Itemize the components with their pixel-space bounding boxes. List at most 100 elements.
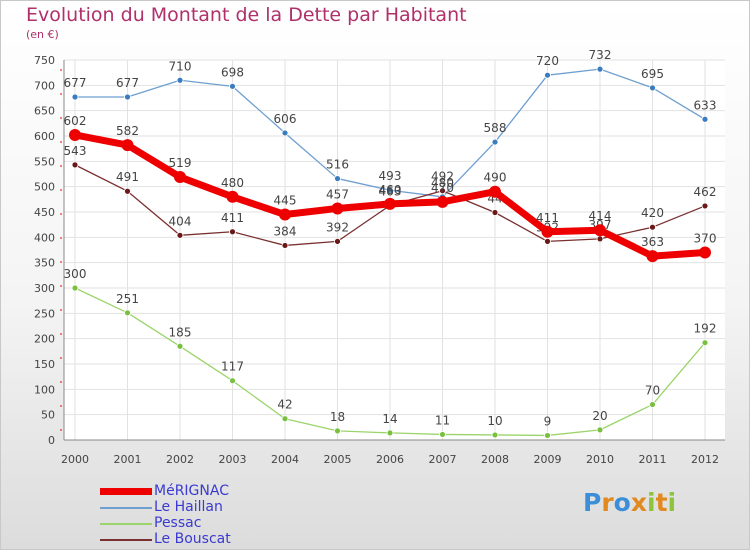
x-tick-label-2005: 2005 (324, 453, 352, 466)
legend-label-pessac: Pessac (154, 515, 202, 531)
x-tick-label-2012: 2012 (691, 453, 719, 466)
data-label-le-bouscat-2002: 404 (169, 214, 192, 228)
data-point-pessac-2007 (439, 431, 446, 438)
data-point-m-rignac-2005 (331, 202, 344, 215)
data-point-le-haillan-2000 (71, 93, 79, 101)
data-point-m-rignac-2000 (69, 128, 81, 141)
logo-letter: x (630, 488, 647, 517)
data-label-le-haillan-2012: 633 (694, 98, 717, 112)
data-point-m-rignac-2001 (121, 139, 134, 152)
data-label-pessac-2009: 9 (544, 414, 552, 428)
data-point-le-haillan-2010 (596, 65, 604, 73)
data-label-le-haillan-2004: 606 (274, 112, 297, 126)
data-point-le-bouscat-2009 (544, 237, 551, 245)
data-label-le-haillan-2011: 695 (641, 67, 664, 81)
chart-title: Evolution du Montant de la Dette par Hab… (26, 4, 467, 26)
data-label-le-haillan-2002: 710 (169, 59, 192, 73)
data-point-le-bouscat-2002 (176, 231, 184, 239)
data-label-m-rignac-2011: 363 (641, 235, 664, 249)
legend-swatch-m-rignac (100, 488, 152, 495)
data-point-pessac-2003 (229, 377, 236, 385)
data-label-pessac-2001: 251 (116, 292, 139, 306)
data-point-pessac-2001 (124, 309, 131, 317)
data-label-m-rignac-2000: 602 (64, 114, 87, 128)
data-point-pessac-2005 (334, 427, 341, 435)
legend-swatch-le-bouscat (100, 539, 152, 541)
legend-label-le-bouscat: Le Bouscat (154, 531, 231, 547)
legend-label-le-haillan: Le Haillan (154, 499, 223, 515)
y-tick-label-50: 50 (41, 409, 55, 422)
data-label-le-bouscat-2006: 463 (379, 184, 402, 198)
data-point-le-haillan-2009 (544, 71, 551, 79)
data-label-le-bouscat-2005: 392 (326, 220, 349, 234)
data-point-le-haillan-2003 (229, 82, 236, 90)
data-label-pessac-2000: 300 (64, 267, 87, 281)
data-point-m-rignac-2006 (384, 197, 396, 210)
data-point-pessac-2004 (281, 415, 289, 423)
y-tick-label-150: 150 (34, 358, 55, 371)
data-point-le-haillan-2005 (334, 175, 341, 182)
y-tick-label-350: 350 (34, 257, 55, 270)
legend-swatch-le-haillan (100, 507, 152, 509)
data-label-le-haillan-2000: 677 (64, 76, 87, 90)
data-label-m-rignac-2009: 411 (536, 211, 559, 225)
data-label-pessac-2006: 14 (382, 412, 397, 426)
data-point-pessac-2002 (176, 342, 184, 350)
data-point-le-bouscat-2011 (649, 223, 656, 231)
data-point-m-rignac-2004 (279, 208, 291, 221)
data-label-le-bouscat-2000: 543 (64, 144, 87, 158)
data-point-pessac-2000 (71, 284, 79, 292)
y-tick-label-700: 700 (34, 79, 55, 92)
data-point-pessac-2011 (649, 401, 656, 408)
x-tick-label-2009: 2009 (534, 453, 562, 466)
logo-letter: r (601, 488, 614, 517)
y-tick-label-300: 300 (34, 282, 55, 295)
data-point-pessac-2010 (596, 426, 604, 434)
x-tick-label-2010: 2010 (586, 453, 614, 466)
data-label-pessac-2011: 70 (645, 384, 660, 398)
data-label-m-rignac-2001: 582 (116, 124, 139, 138)
data-point-le-bouscat-2012 (701, 202, 709, 210)
data-label-le-bouscat-2003: 411 (221, 211, 244, 225)
data-label-pessac-2003: 117 (221, 360, 244, 374)
y-tick-label-0: 0 (48, 434, 55, 447)
data-label-le-bouscat-2001: 491 (116, 170, 139, 184)
data-label-pessac-2007: 11 (435, 413, 450, 427)
data-label-pessac-2002: 185 (169, 325, 192, 339)
data-label-m-rignac-2002: 519 (169, 156, 192, 170)
logo-letter: i (647, 488, 656, 517)
logo-letter: o (613, 488, 631, 517)
data-label-le-haillan-2009: 720 (536, 54, 559, 68)
data-point-m-rignac-2002 (174, 171, 186, 184)
data-point-le-bouscat-2010 (596, 235, 604, 243)
plot-area (64, 60, 725, 440)
data-point-m-rignac-2009 (541, 225, 554, 238)
data-label-pessac-2004: 42 (277, 398, 292, 412)
data-label-pessac-2010: 20 (592, 409, 607, 423)
data-label-m-rignac-2003: 480 (221, 176, 244, 190)
data-point-m-rignac-2010 (594, 224, 606, 237)
data-point-m-rignac-2012 (699, 246, 711, 259)
data-label-le-bouscat-2011: 420 (641, 206, 664, 220)
y-tick-label-750: 750 (34, 54, 55, 67)
y-tick-label-650: 650 (34, 105, 55, 118)
data-point-le-bouscat-2000 (71, 161, 79, 169)
logo-letter: P (583, 488, 602, 517)
data-point-le-bouscat-2001 (124, 187, 131, 195)
data-point-le-haillan-2008 (491, 138, 499, 146)
data-label-m-rignac-2008: 490 (484, 171, 507, 185)
data-label-le-haillan-2001: 677 (116, 76, 139, 90)
data-point-le-haillan-2004 (281, 129, 289, 137)
proxiti-logo: Proxiti (583, 488, 676, 517)
data-point-m-rignac-2011 (646, 250, 659, 263)
x-tick-label-2006: 2006 (376, 453, 404, 466)
data-point-le-bouscat-2003 (229, 228, 236, 236)
data-label-le-haillan-2010: 732 (589, 48, 612, 62)
legend-swatch-pessac (100, 523, 152, 525)
data-label-m-rignac-2007: 470 (431, 181, 454, 195)
data-point-m-rignac-2003 (226, 190, 239, 203)
data-point-le-bouscat-2005 (334, 237, 341, 245)
logo-letter: t (655, 488, 668, 517)
data-point-le-haillan-2012 (701, 115, 709, 123)
